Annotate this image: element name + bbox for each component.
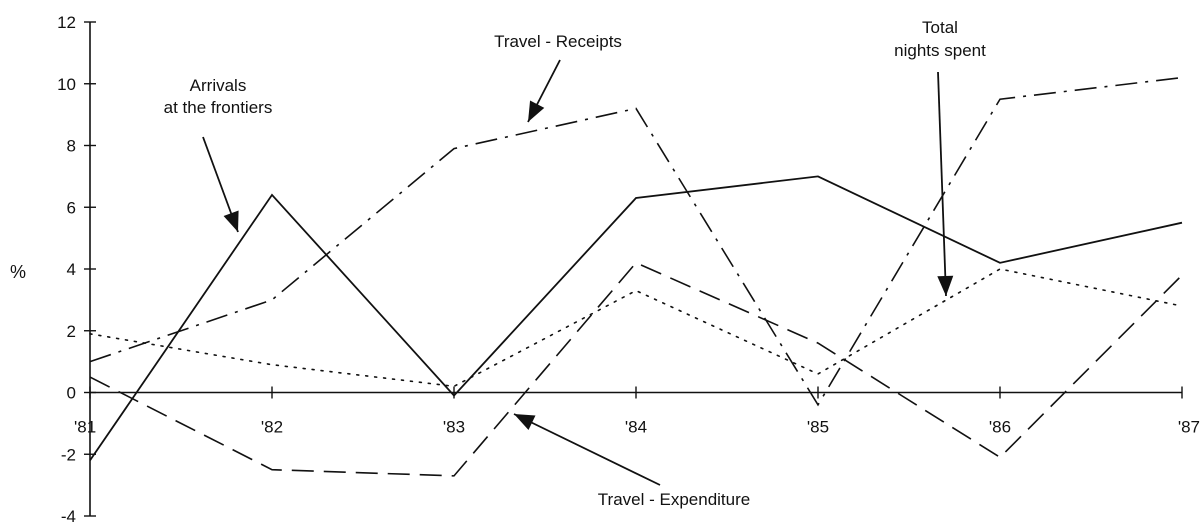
annotation-0: Arrivals at the frontiers	[164, 76, 273, 233]
annotation-label: Total nights spent	[894, 18, 986, 60]
series-lines	[89, 76, 1183, 477]
y-tick-label: -4	[61, 507, 76, 524]
arrowhead	[528, 100, 545, 122]
y-tick-label: 12	[57, 13, 76, 32]
axes	[84, 21, 1183, 517]
x-tick-label: '86	[989, 418, 1011, 437]
y-tick-label: 6	[67, 198, 76, 217]
series-line-0	[89, 175, 1183, 461]
y-tick-label: 4	[67, 260, 76, 279]
arrowhead	[514, 414, 536, 430]
annotation-arrow	[937, 71, 947, 297]
annotation-2: Total nights spent	[894, 18, 986, 297]
annotation-1: Travel - Receipts	[494, 32, 622, 123]
tick-labels: -4 -2 0 2 4 6 8 10 12 '81 '82 '83 '84 '85 '86 '87	[57, 13, 1200, 524]
arrowhead	[223, 210, 239, 232]
series-line-1	[89, 76, 1183, 407]
x-tick-label: '87	[1178, 418, 1200, 437]
annotation-label: Arrivals at the frontiers	[164, 76, 273, 117]
y-tick-label: 8	[67, 137, 76, 156]
x-tick-label: '82	[261, 418, 283, 437]
y-tick-label: 2	[67, 322, 76, 341]
y-tick-label: 10	[57, 75, 76, 94]
arrowhead	[937, 275, 954, 296]
annotation-label: Travel - Receipts	[494, 32, 622, 51]
annotations: Arrivals at the frontiers Travel - Receipt…	[164, 18, 986, 509]
series-line-3	[89, 261, 1183, 477]
y-tick-label: 0	[67, 384, 76, 403]
annotation-arrow	[513, 413, 661, 486]
annotation-3: Travel - Expenditure	[513, 413, 750, 509]
x-tick-label: '84	[625, 418, 647, 437]
annotation-label: Travel - Expenditure	[598, 490, 750, 509]
y-axis-label: %	[10, 262, 26, 282]
series-line-2	[89, 268, 1183, 388]
y-tick-label: -2	[61, 445, 76, 464]
x-tick-label: '81	[74, 418, 96, 437]
x-tick-label: '83	[443, 418, 465, 437]
x-tick-label: '85	[807, 418, 829, 437]
